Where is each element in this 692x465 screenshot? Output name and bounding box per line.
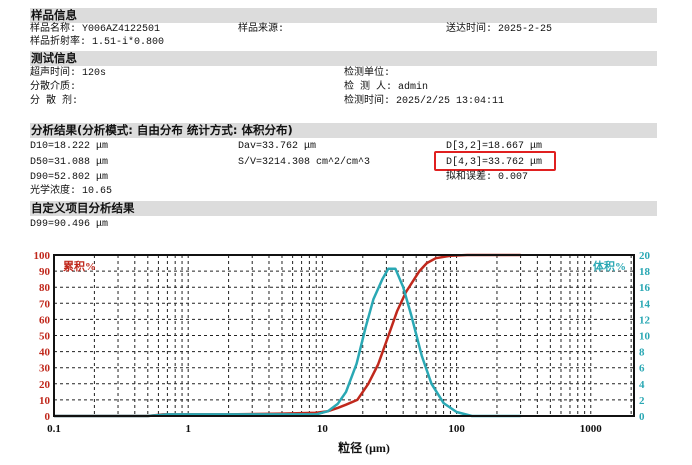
d43-value: D[4,3]=33.762 μm bbox=[446, 157, 543, 168]
y-right-tick-label: 18 bbox=[639, 266, 651, 278]
sv-value: S/V=3214.308 cm^2/cm^3 bbox=[238, 157, 371, 168]
x-tick-label: 1 bbox=[185, 423, 191, 435]
optical-concentration: 光学浓度: 10.65 bbox=[30, 186, 113, 197]
y-right-tick-label: 14 bbox=[639, 298, 651, 310]
y-right-tick-label: 20 bbox=[639, 250, 651, 262]
dav-value: Dav=33.762 μm bbox=[238, 141, 317, 152]
series-line-volume bbox=[54, 267, 521, 418]
sample-refractive-index: 样品折射率: 1.51-i*0.800 bbox=[30, 37, 165, 48]
dispersion-medium: 分散介质: bbox=[30, 82, 77, 93]
y-left-label: 累积% bbox=[63, 259, 96, 273]
x-tick-label: 1000 bbox=[580, 423, 603, 435]
d99-value: D99=90.496 μm bbox=[30, 219, 109, 230]
highlight-box bbox=[434, 151, 556, 171]
y-right-tick-label: 8 bbox=[639, 347, 645, 359]
dispersant: 分 散 剂: bbox=[30, 96, 79, 107]
y-left-tick-label: 80 bbox=[39, 282, 51, 294]
y-right-label: 体积% bbox=[593, 259, 626, 273]
y-right-tick-label: 2 bbox=[639, 395, 645, 407]
x-tick-label: 0.1 bbox=[47, 423, 61, 435]
x-tick-label: 10 bbox=[317, 423, 329, 435]
y-right-tick-label: 4 bbox=[639, 379, 645, 391]
d10-value: D10=18.222 μm bbox=[30, 141, 109, 152]
plot-frame bbox=[53, 254, 635, 417]
y-right-tick-label: 12 bbox=[639, 314, 651, 326]
sample-name: 样品名称: Y006AZ4122501 bbox=[30, 24, 161, 35]
y-left-tick-label: 30 bbox=[39, 363, 51, 375]
y-left-tick-label: 0 bbox=[45, 411, 51, 423]
y-left-tick-label: 50 bbox=[39, 331, 51, 343]
test-time: 检测时间: 2025/2/25 13:04:11 bbox=[344, 96, 505, 107]
y-left-tick-label: 60 bbox=[39, 314, 51, 326]
fit-error: 拟和误差: 0.007 bbox=[446, 172, 529, 183]
d90-value: D90=52.802 μm bbox=[30, 172, 109, 183]
ultrasonic-time: 超声时间: 120s bbox=[30, 68, 107, 79]
test-info-header: 测试信息 bbox=[30, 51, 657, 66]
y-left-tick-label: 70 bbox=[39, 298, 51, 310]
y-left-tick-label: 100 bbox=[34, 250, 51, 262]
y-right-tick-label: 10 bbox=[639, 331, 651, 343]
sample-source: 样品来源: bbox=[238, 24, 285, 35]
y-right-tick-label: 6 bbox=[639, 363, 645, 375]
y-right-tick-label: 0 bbox=[639, 411, 645, 423]
sample-info-header: 样品信息 bbox=[30, 8, 657, 23]
y-right-tick-label: 16 bbox=[639, 282, 651, 294]
d32-value: D[3,2]=18.667 μm bbox=[446, 141, 543, 152]
analysis-results-header: 分析结果(分析模式: 自由分布 统计方式: 体积分布) bbox=[30, 123, 657, 138]
tester: 检 测 人: admin bbox=[344, 82, 429, 93]
y-left-tick-label: 10 bbox=[39, 395, 51, 407]
test-unit: 检测单位: bbox=[344, 68, 391, 79]
y-left-tick-label: 20 bbox=[39, 379, 51, 391]
y-left-tick-label: 90 bbox=[39, 266, 51, 278]
x-axis-label: 粒径 (μm) bbox=[338, 440, 390, 455]
custom-results-header: 自定义项目分析结果 bbox=[30, 201, 657, 216]
sent-time: 送达时间: 2025-2-25 bbox=[446, 24, 553, 35]
y-left-tick-label: 40 bbox=[39, 347, 51, 359]
x-tick-label: 100 bbox=[448, 423, 465, 435]
d50-value: D50=31.088 μm bbox=[30, 157, 109, 168]
